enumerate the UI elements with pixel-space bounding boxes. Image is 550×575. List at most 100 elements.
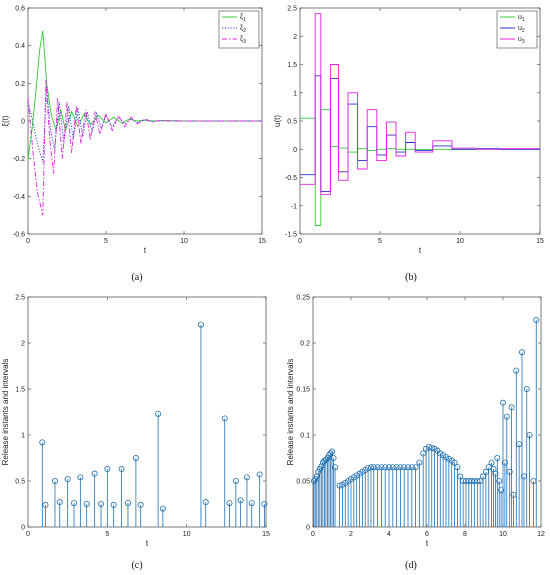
y-tick-label-c-0: 0 xyxy=(21,525,25,532)
stem-marker-c-26 xyxy=(256,471,263,478)
y-tick-label-a-1: -0.4 xyxy=(13,194,25,201)
y-axis-label-b: u(t) xyxy=(273,115,282,127)
stem-marker-c-17 xyxy=(159,505,166,512)
x-tick-label-c-3: 15 xyxy=(262,531,270,538)
y-tick-label-c-3: 1.5 xyxy=(15,387,25,394)
y-tick-label-c-4: 2 xyxy=(21,341,25,348)
stem-marker-d-35 xyxy=(401,464,408,471)
stem-marker-d-30 xyxy=(382,464,389,471)
stem-marker-c-3 xyxy=(56,499,63,506)
stem-marker-d-53 xyxy=(457,473,464,480)
x-tick-label-c-0: 0 xyxy=(26,531,30,538)
y-tick-label-a-2: -0.2 xyxy=(13,156,25,163)
y-tick-label-b-2: -0.5 xyxy=(285,175,297,182)
y-tick-label-c-2: 1 xyxy=(21,433,25,440)
stem-marker-d-39 xyxy=(416,459,423,466)
y-tick-label-a-5: 0.4 xyxy=(15,43,25,50)
y-tick-label-c-5: 2.5 xyxy=(15,295,25,302)
stem-marker-d-81 xyxy=(526,431,533,438)
stem-marker-d-69 xyxy=(498,487,505,494)
stem-marker-c-9 xyxy=(97,500,104,507)
y-axis-label-a: ξ(t) xyxy=(1,115,10,126)
stem-marker-c-19 xyxy=(202,499,209,506)
stem-marker-d-51 xyxy=(451,459,458,466)
x-tick-label-a-2: 10 xyxy=(180,238,188,245)
panel-d: 0 2 4 6 8 10 12 0 0.05 0.1 0.15 0.2 0.25 t Release ins… xyxy=(286,295,545,549)
stem-marker-d-13 xyxy=(330,454,337,461)
stem-marker-d-5 xyxy=(318,463,325,470)
y-tick-label-a-6: 0.6 xyxy=(15,6,25,13)
stem-marker-c-8 xyxy=(91,470,98,477)
plot-area-c xyxy=(27,296,267,528)
stem-marker-d-11 xyxy=(327,450,334,457)
stem-marker-d-64 xyxy=(488,459,495,466)
panel-c: 0 5 10 15 0 0.5 1 1.5 2 2.5 t Release instants and … xyxy=(1,295,270,549)
stem-marker-c-15 xyxy=(137,501,144,508)
x-tick-label-d-2: 4 xyxy=(387,531,391,538)
y-tick-label-b-5: 1 xyxy=(293,90,297,97)
stem-marker-c-14 xyxy=(132,454,139,461)
legend-label-a-0: ξ1 xyxy=(240,14,246,23)
stem-marker-d-73 xyxy=(506,468,513,475)
series-step-b-2 xyxy=(300,13,540,195)
series-line-a-0 xyxy=(27,30,262,159)
x-tick-label-b-0: 0 xyxy=(298,238,302,245)
x-tick-label-d-4: 8 xyxy=(463,531,467,538)
stem-marker-c-10 xyxy=(104,466,111,473)
y-tick-label-d-5: 0.25 xyxy=(296,295,310,302)
y-tick-label-d-4: 0.2 xyxy=(300,341,310,348)
stem-marker-d-14 xyxy=(332,464,339,471)
y-axis-label-c: Release instants and intervals xyxy=(1,359,10,466)
panel-b: 0 5 10 15 -1.5 -1 -0.5 0 0.5 1 1.5 2 2.5 t u(t) u1 u2 u3 xyxy=(273,6,544,256)
stem-marker-d-31 xyxy=(385,464,392,471)
x-tick-label-c-2: 10 xyxy=(183,531,191,538)
stem-marker-c-0 xyxy=(39,439,46,446)
y-axis-label-d: Release instants and intervals xyxy=(286,359,295,466)
stem-marker-c-18 xyxy=(197,321,204,328)
legend-label-b-2: u3 xyxy=(518,36,525,45)
stem-marker-d-72 xyxy=(503,413,510,420)
stem-marker-c-24 xyxy=(243,474,250,481)
stem-marker-d-12 xyxy=(328,448,335,455)
x-tick-label-a-1: 5 xyxy=(104,238,108,245)
legend-label-b-0: u1 xyxy=(518,14,525,23)
stem-marker-d-37 xyxy=(408,464,415,471)
stem-marker-d-83 xyxy=(533,316,540,323)
stem-marker-d-74 xyxy=(508,404,515,411)
y-tick-label-b-8: 2.5 xyxy=(287,6,297,13)
stem-marker-c-5 xyxy=(71,500,78,507)
x-tick-label-d-3: 6 xyxy=(425,531,429,538)
stem-marker-c-11 xyxy=(110,501,117,508)
stem-marker-d-32 xyxy=(389,464,396,471)
x-axis-label-d: t xyxy=(426,539,429,548)
stem-marker-c-23 xyxy=(237,497,244,504)
y-tick-label-b-3: 0 xyxy=(293,147,297,154)
y-tick-label-a-4: 0.2 xyxy=(15,81,25,88)
stem-marker-c-2 xyxy=(51,477,58,484)
x-tick-label-d-1: 2 xyxy=(349,531,353,538)
x-tick-label-b-2: 10 xyxy=(456,238,464,245)
stem-marker-c-12 xyxy=(118,466,125,473)
stem-marker-d-8 xyxy=(322,456,329,463)
stem-marker-d-76 xyxy=(513,367,520,374)
stem-marker-d-28 xyxy=(374,464,381,471)
stem-marker-c-16 xyxy=(155,410,162,417)
stem-marker-c-7 xyxy=(83,500,90,507)
stem-marker-c-27 xyxy=(261,500,268,507)
x-tick-label-b-1: 5 xyxy=(378,238,382,245)
stem-marker-d-29 xyxy=(378,464,385,471)
y-tick-label-d-0: 0 xyxy=(306,525,310,532)
x-tick-label-d-0: 0 xyxy=(311,531,315,538)
stem-marker-d-36 xyxy=(404,464,411,471)
stem-marker-c-20 xyxy=(221,415,228,422)
stem-marker-d-34 xyxy=(397,464,404,471)
stem-marker-d-27 xyxy=(370,464,377,471)
panel-a: 0 5 10 15 -0.6 -0.4 -0.2 0 0.2 0.4 0.6 t ξ(t) ξ1 ξ2 ξ3 xyxy=(1,6,266,256)
stem-marker-c-22 xyxy=(232,477,239,484)
series-line-a-1 xyxy=(27,87,262,163)
stem-marker-c-4 xyxy=(64,476,71,483)
stem-marker-d-38 xyxy=(412,464,419,471)
y-tick-label-c-1: 0.5 xyxy=(15,479,25,486)
legend-label-b-1: u2 xyxy=(518,25,525,34)
